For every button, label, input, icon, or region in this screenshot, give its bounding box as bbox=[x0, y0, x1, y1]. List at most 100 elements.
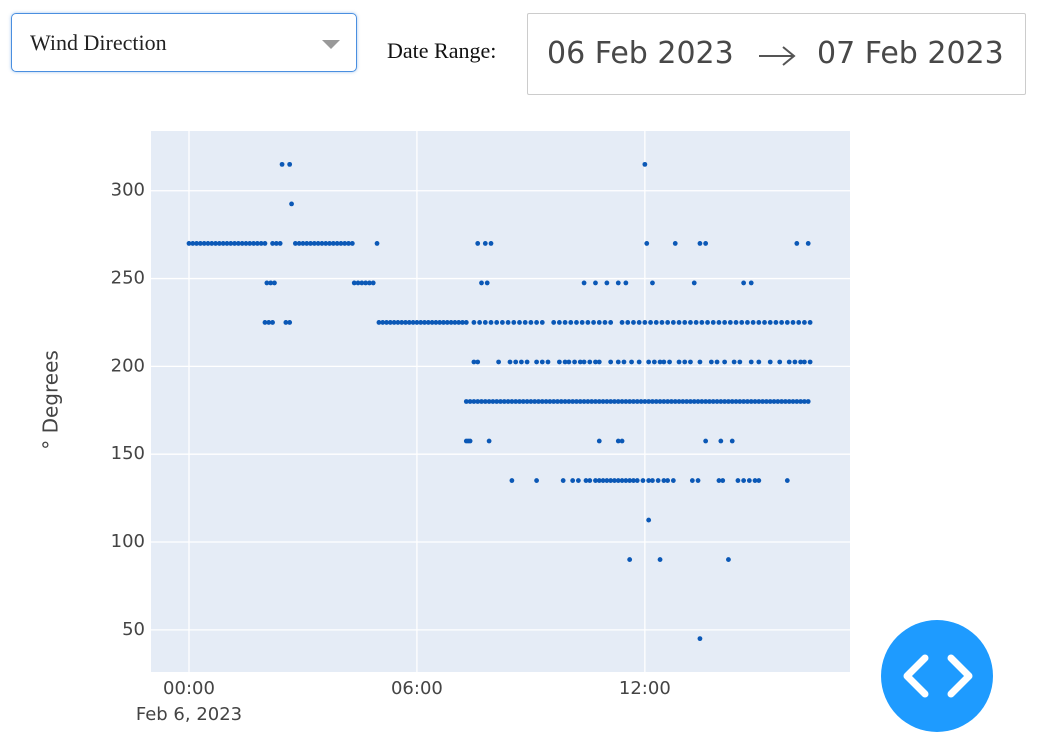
data-point bbox=[596, 438, 602, 444]
data-point bbox=[631, 320, 636, 325]
data-point bbox=[625, 320, 631, 325]
data-point bbox=[619, 438, 625, 444]
data-point bbox=[277, 241, 283, 246]
data-point bbox=[718, 399, 724, 404]
data-point bbox=[612, 399, 617, 404]
data-point bbox=[494, 399, 500, 404]
data-point bbox=[251, 241, 256, 246]
data-point bbox=[593, 399, 598, 404]
data-point bbox=[629, 359, 634, 365]
code-toggle-button[interactable] bbox=[881, 620, 993, 732]
data-point bbox=[197, 241, 203, 246]
data-point bbox=[511, 320, 517, 325]
data-point bbox=[745, 320, 750, 325]
data-point bbox=[779, 399, 785, 404]
end-date[interactable]: 07 Feb 2023 bbox=[817, 36, 1004, 71]
data-point bbox=[733, 320, 739, 325]
data-point bbox=[232, 241, 237, 246]
data-point bbox=[653, 320, 659, 325]
data-point bbox=[551, 399, 557, 404]
data-point bbox=[262, 241, 268, 246]
data-point bbox=[270, 320, 275, 325]
range-arrow bbox=[759, 46, 796, 66]
data-point bbox=[513, 359, 519, 365]
data-point bbox=[517, 320, 522, 325]
data-point bbox=[477, 320, 483, 325]
data-point bbox=[650, 399, 655, 404]
data-point bbox=[783, 399, 788, 404]
data-point bbox=[790, 320, 796, 325]
data-point bbox=[798, 359, 804, 365]
data-point bbox=[574, 399, 579, 404]
data-point bbox=[505, 320, 511, 325]
data-point bbox=[697, 636, 703, 642]
data-point bbox=[676, 359, 682, 365]
variable-dropdown[interactable]: Wind Direction bbox=[11, 13, 357, 72]
y-tick-label: 150 bbox=[111, 443, 145, 464]
data-point bbox=[570, 478, 576, 483]
data-point bbox=[748, 280, 754, 286]
data-point bbox=[657, 399, 663, 404]
data-point bbox=[534, 478, 539, 483]
data-point bbox=[661, 359, 667, 365]
data-point bbox=[482, 399, 488, 404]
data-point bbox=[669, 399, 674, 404]
data-point bbox=[593, 478, 598, 483]
data-point bbox=[520, 399, 526, 404]
data-point bbox=[429, 320, 435, 325]
data-point bbox=[748, 399, 754, 404]
data-point bbox=[566, 359, 572, 365]
data-point bbox=[777, 359, 783, 365]
data-point bbox=[562, 399, 568, 404]
data-point bbox=[600, 399, 606, 404]
data-point bbox=[479, 399, 484, 404]
data-point bbox=[615, 399, 621, 404]
data-point bbox=[342, 241, 348, 246]
x-tick-label: 00:00 bbox=[163, 678, 215, 699]
data-point bbox=[661, 478, 667, 483]
dropdown-caret bbox=[322, 40, 340, 49]
date-range-picker[interactable]: 06 Feb 2023 07 Feb 2023 bbox=[527, 13, 1026, 95]
data-point bbox=[727, 320, 733, 325]
data-point bbox=[653, 399, 659, 404]
data-point bbox=[596, 359, 602, 365]
data-point bbox=[254, 241, 260, 246]
data-point bbox=[330, 241, 336, 246]
dropdown-value: Wind Direction bbox=[30, 30, 167, 55]
data-point bbox=[796, 320, 802, 325]
data-point bbox=[608, 399, 614, 404]
data-point bbox=[805, 399, 811, 404]
data-point bbox=[579, 320, 585, 325]
data-point bbox=[693, 320, 699, 325]
chevron-right bbox=[947, 654, 973, 698]
data-point bbox=[798, 399, 804, 404]
data-point bbox=[475, 359, 481, 365]
data-point bbox=[602, 320, 608, 325]
data-point bbox=[560, 478, 566, 483]
data-point bbox=[391, 320, 397, 325]
data-point bbox=[604, 478, 610, 483]
start-date[interactable]: 06 Feb 2023 bbox=[547, 36, 734, 71]
data-point bbox=[805, 241, 811, 246]
data-point bbox=[566, 399, 572, 404]
data-point bbox=[665, 320, 671, 325]
data-point bbox=[270, 241, 275, 246]
data-point bbox=[623, 478, 629, 483]
data-point bbox=[688, 320, 693, 325]
data-point bbox=[722, 359, 728, 365]
data-point bbox=[764, 399, 769, 404]
data-point bbox=[631, 399, 636, 404]
data-point bbox=[608, 359, 614, 365]
data-point bbox=[627, 399, 633, 404]
data-point bbox=[319, 241, 325, 246]
data-point bbox=[596, 320, 602, 325]
data-point bbox=[338, 241, 344, 246]
data-point bbox=[334, 241, 340, 246]
data-point bbox=[283, 320, 289, 325]
data-point bbox=[589, 399, 595, 404]
data-point bbox=[486, 438, 492, 444]
data-point bbox=[486, 399, 492, 404]
data-point bbox=[608, 320, 614, 325]
data-point bbox=[773, 320, 779, 325]
